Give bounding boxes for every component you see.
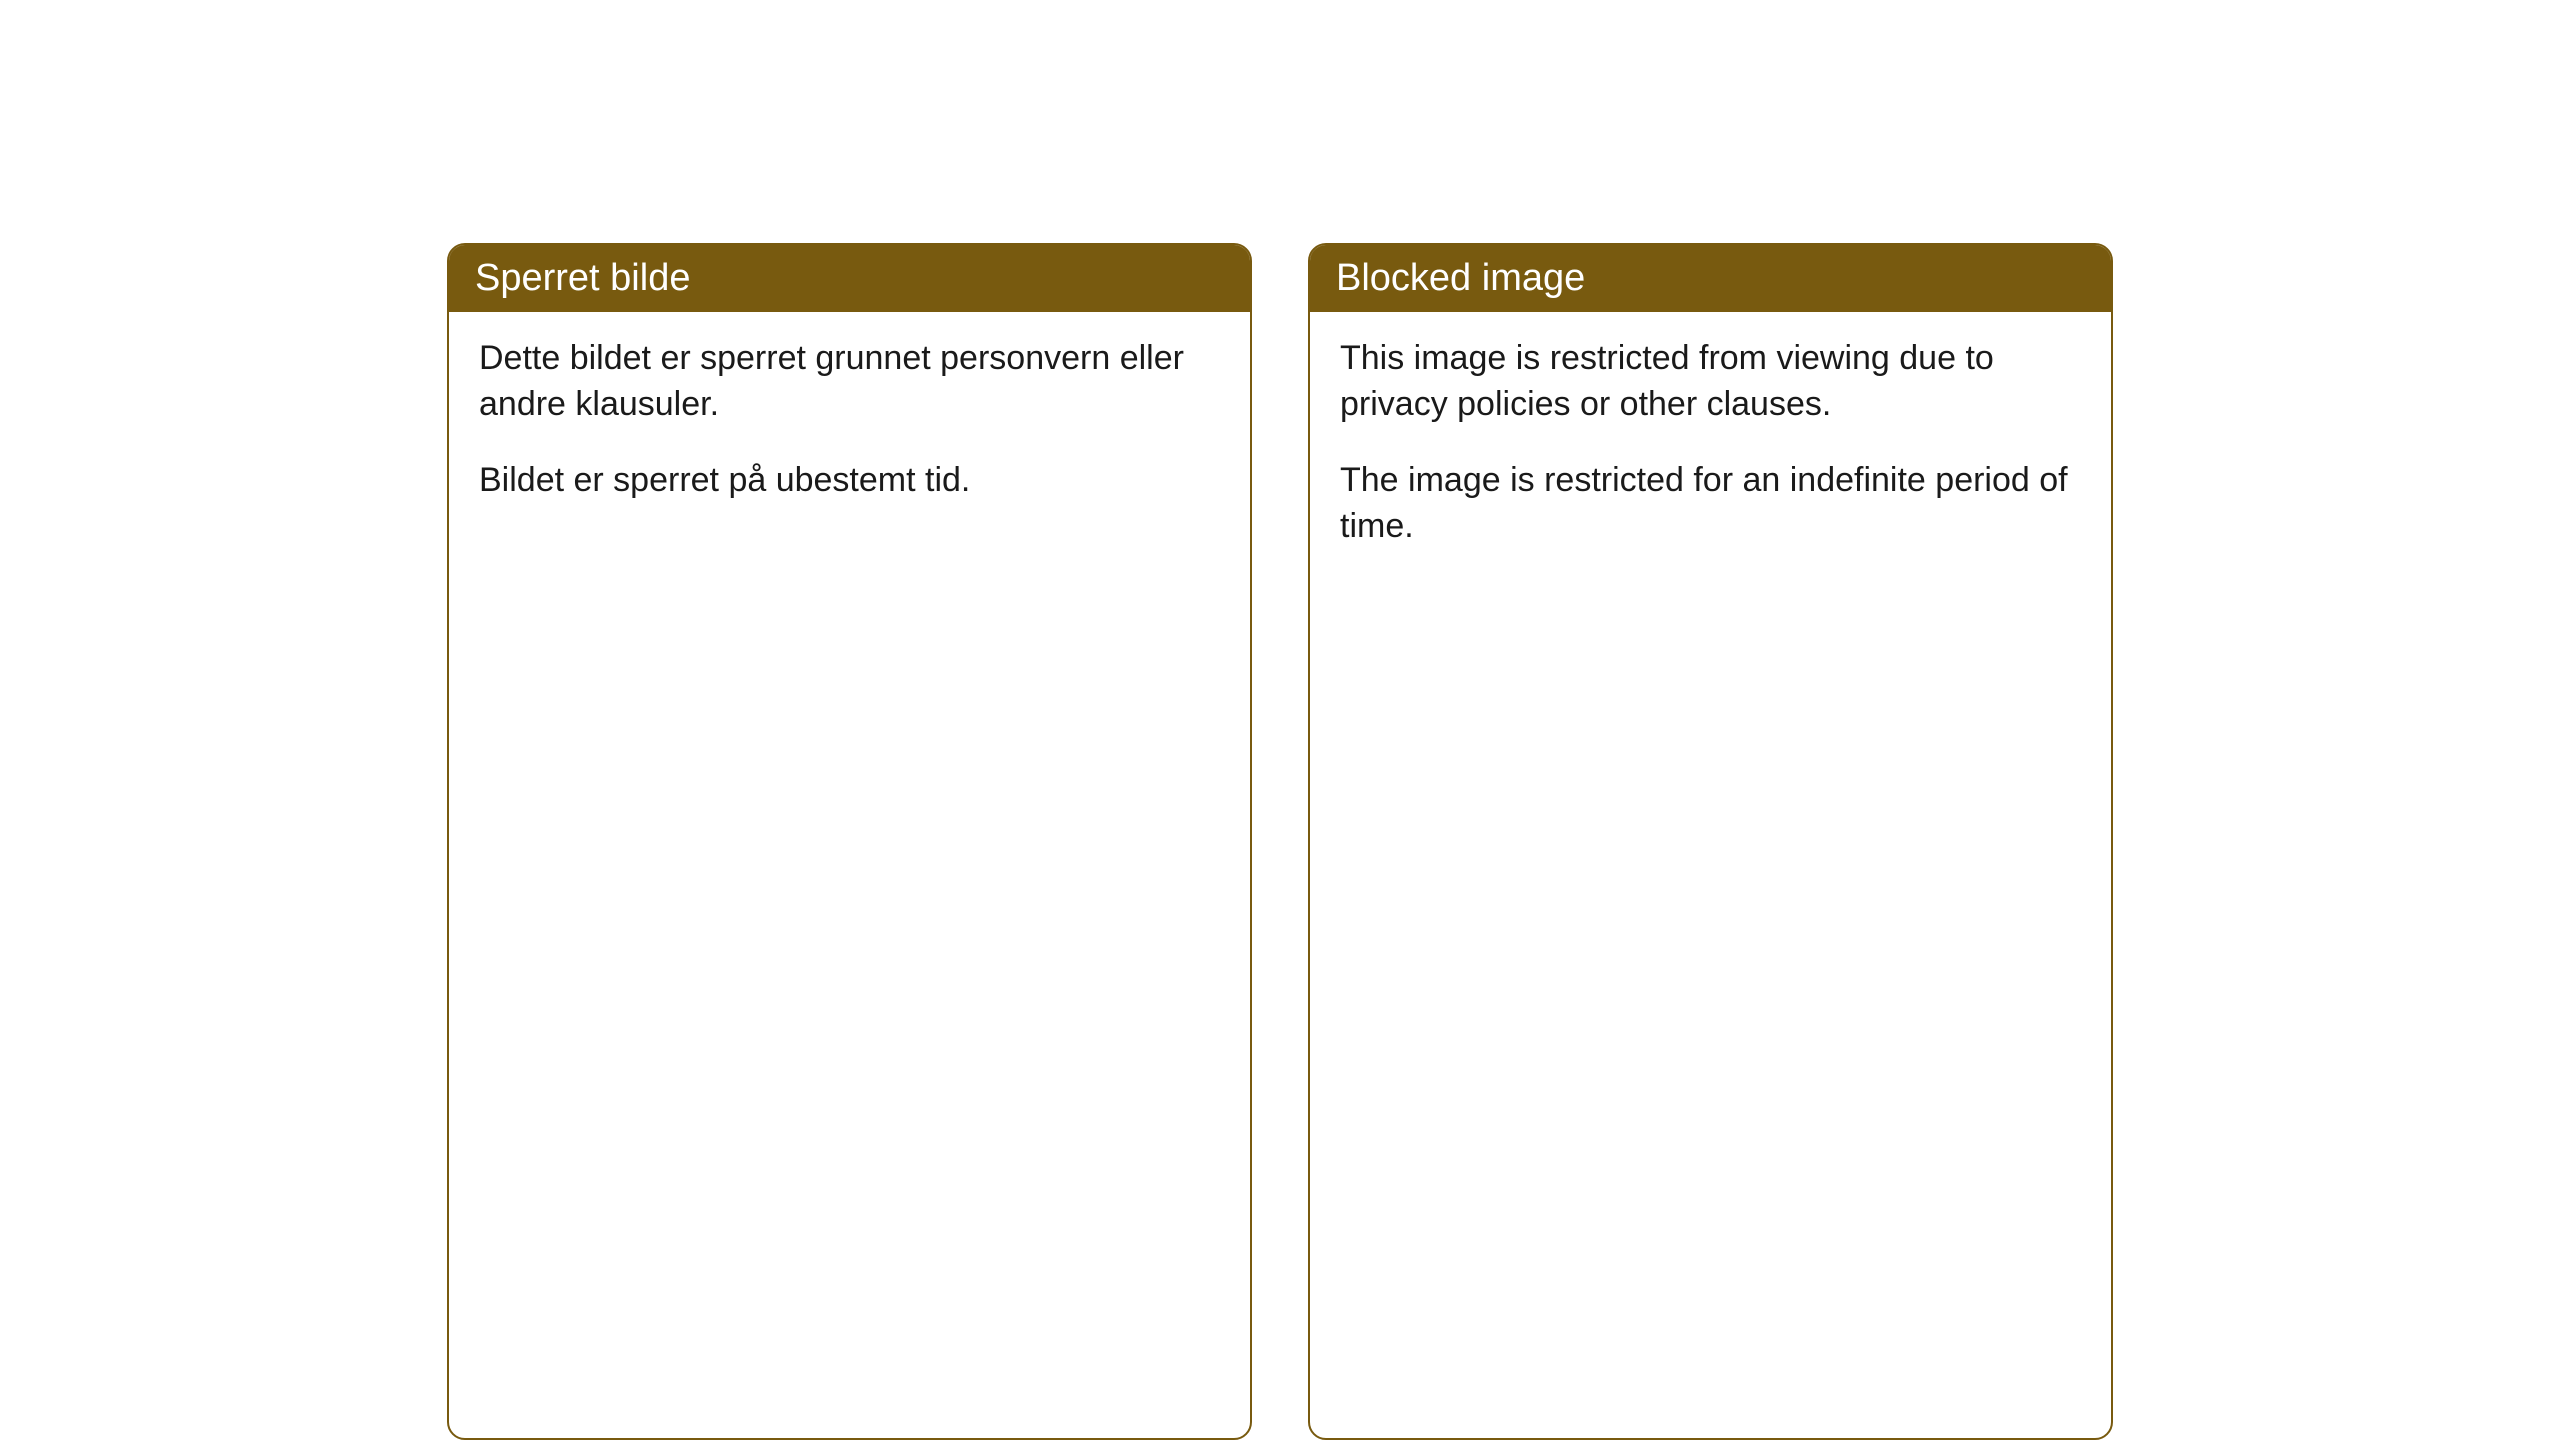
card-paragraph-1: This image is restricted from viewing du… (1340, 336, 2081, 428)
card-paragraph-1: Dette bildet er sperret grunnet personve… (479, 336, 1220, 428)
blocked-image-card-english: Blocked image This image is restricted f… (1308, 243, 2113, 1440)
blocked-image-card-norwegian: Sperret bilde Dette bildet er sperret gr… (447, 243, 1252, 1440)
card-header-english: Blocked image (1310, 245, 2111, 312)
card-body-english: This image is restricted from viewing du… (1310, 312, 2111, 590)
card-title: Blocked image (1336, 257, 1585, 299)
card-paragraph-2: Bildet er sperret på ubestemt tid. (479, 458, 1220, 504)
card-title: Sperret bilde (475, 257, 690, 299)
cards-container: Sperret bilde Dette bildet er sperret gr… (447, 243, 2113, 1440)
card-header-norwegian: Sperret bilde (449, 245, 1250, 312)
card-paragraph-2: The image is restricted for an indefinit… (1340, 458, 2081, 550)
card-body-norwegian: Dette bildet er sperret grunnet personve… (449, 312, 1250, 544)
